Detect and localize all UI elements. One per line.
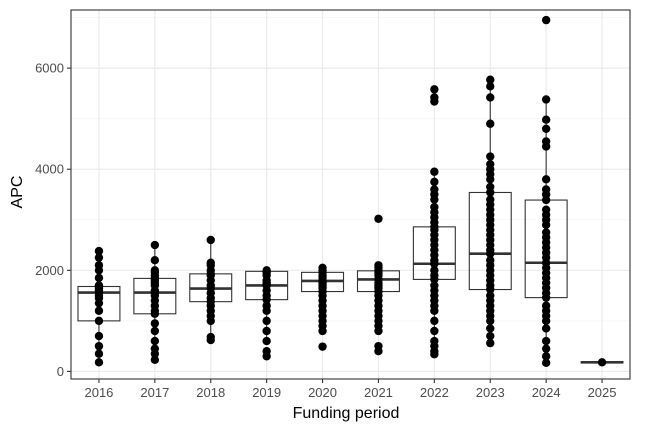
data-point (318, 342, 327, 351)
data-point (94, 261, 104, 270)
data-point (94, 341, 104, 351)
data-point (318, 263, 327, 272)
data-point (262, 266, 271, 275)
y-axis-title: APC (9, 176, 26, 209)
y-tick-label: 2000 (35, 263, 64, 278)
data-point (94, 273, 104, 283)
data-point (486, 291, 495, 300)
data-point (541, 185, 551, 194)
y-tick-label: 6000 (35, 61, 64, 76)
data-point (541, 301, 551, 310)
data-point (262, 326, 271, 336)
data-point (486, 182, 495, 192)
data-point (486, 338, 495, 348)
y-tick-label: 4000 (35, 162, 64, 177)
panel-border (70, 9, 631, 380)
data-point (374, 341, 383, 351)
data-point (94, 316, 104, 326)
x-tick-label: 2023 (476, 385, 505, 400)
x-tick-label: 2024 (532, 385, 561, 400)
data-point (206, 332, 215, 342)
data-point (94, 306, 104, 315)
data-point (541, 358, 551, 368)
data-point (94, 349, 104, 358)
data-point (486, 195, 495, 204)
x-tick-label: 2020 (308, 385, 337, 400)
data-point (541, 205, 551, 214)
data-point (541, 336, 551, 346)
y-tick-label: 0 (57, 364, 64, 379)
data-point (150, 344, 160, 353)
data-point (486, 152, 495, 161)
data-point (150, 326, 160, 336)
data-point (430, 336, 439, 346)
data-point (94, 246, 104, 256)
data-point (430, 167, 439, 176)
data-point (430, 266, 439, 275)
data-point (486, 93, 495, 102)
data-point (94, 253, 104, 262)
data-point (430, 85, 439, 94)
data-point (150, 266, 160, 275)
data-point (541, 324, 551, 333)
data-point (486, 159, 495, 169)
data-point (541, 95, 551, 104)
data-point (206, 258, 215, 267)
data-point (150, 256, 160, 265)
data-point (150, 355, 160, 364)
data-point (94, 331, 104, 341)
data-point (374, 261, 383, 270)
data-point (262, 301, 271, 310)
x-tick-label: 2022 (420, 385, 449, 400)
data-point (486, 75, 495, 84)
data-point (541, 175, 551, 184)
point-layer (94, 15, 607, 368)
data-point (486, 324, 495, 333)
data-point (150, 319, 160, 328)
x-tick-label: 2016 (84, 385, 113, 400)
x-axis-title: Funding period (293, 405, 400, 422)
data-point (430, 185, 439, 194)
data-point (374, 214, 383, 223)
panel-border-layer (70, 9, 631, 380)
data-point (541, 137, 551, 146)
data-point (430, 316, 439, 326)
data-point (430, 281, 439, 290)
data-point (541, 115, 551, 124)
x-tick-label: 2018 (196, 385, 225, 400)
data-point (486, 119, 495, 128)
data-point (94, 281, 104, 290)
panel-background (71, 10, 630, 379)
x-tick-label: 2021 (364, 385, 393, 400)
data-point (541, 344, 551, 353)
data-point (94, 358, 104, 367)
data-point (206, 235, 215, 245)
data-point (486, 256, 495, 265)
data-point (486, 82, 495, 91)
data-point (262, 316, 271, 326)
data-point (541, 124, 551, 133)
data-point (262, 346, 271, 356)
data-point (541, 15, 551, 25)
data-point (262, 336, 271, 346)
tick-layer: 0 2000 4000 6000 2016 2017 2018 2019 2020 2021 202… (35, 61, 616, 400)
data-point (486, 331, 495, 341)
x-tick-label: 2019 (252, 385, 281, 400)
data-point (430, 202, 439, 212)
data-point (430, 177, 439, 187)
data-point (150, 240, 160, 250)
data-point (541, 228, 551, 237)
data-point (597, 358, 607, 367)
x-tick-label: 2025 (588, 385, 617, 400)
x-tick-label: 2017 (140, 385, 169, 400)
data-point (541, 352, 551, 361)
data-point (430, 93, 439, 102)
data-point (150, 336, 160, 346)
data-point (430, 326, 439, 336)
